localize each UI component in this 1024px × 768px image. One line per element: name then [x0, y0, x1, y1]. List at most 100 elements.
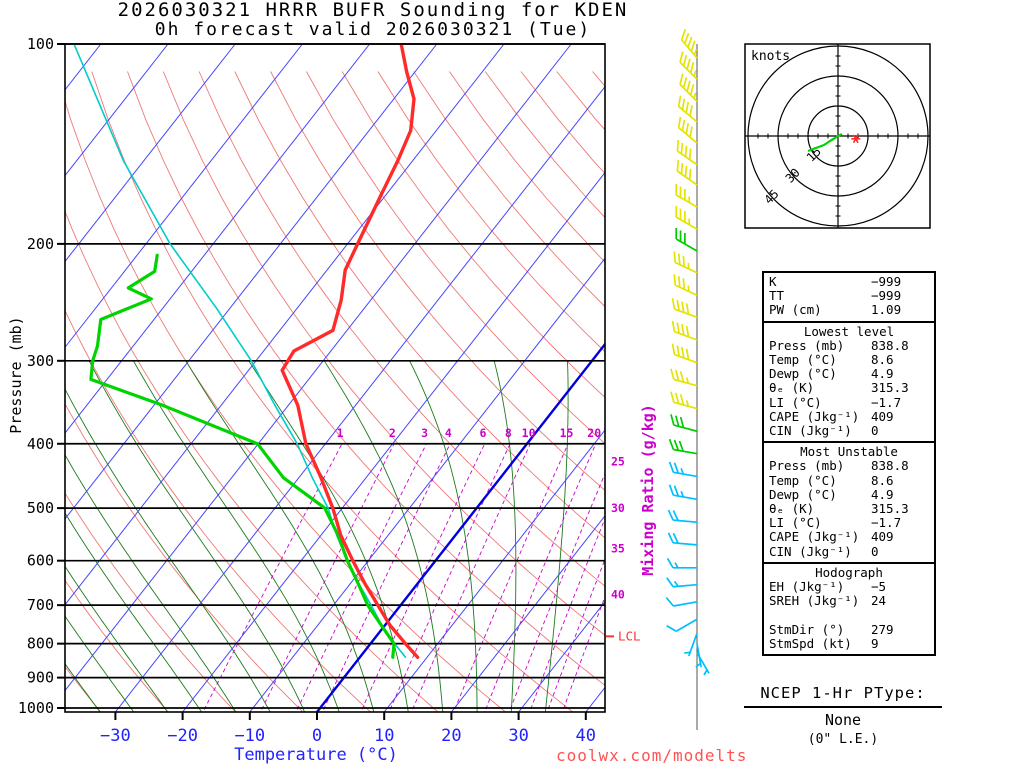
wind-barb [666, 557, 697, 569]
mixing-ratio-axis-label: Mixing Ratio (g/kg) [639, 404, 657, 576]
pressure-tick-label: 300 [27, 352, 54, 370]
wind-barb [673, 274, 698, 297]
dry-adiabats [65, 71, 605, 712]
wind-barb [670, 368, 698, 387]
stat-value: −1.7 [871, 515, 902, 531]
wind-barb [679, 51, 698, 80]
wind-barb [684, 633, 698, 657]
pressure-tick-label: 900 [27, 669, 54, 687]
wind-barb [675, 184, 698, 208]
stat-label: CIN (Jkg⁻¹) [769, 423, 852, 439]
mixing-ratio-lines [202, 443, 605, 712]
stat-row: StmSpd (kt) 9 [764, 635, 934, 651]
pressure-tick-label: 500 [27, 499, 54, 517]
wind-barb [668, 438, 698, 455]
wind-barb [666, 577, 698, 588]
dewpoint-curve [89, 253, 396, 659]
ptype-title: NCEP 1-Hr PType: [744, 684, 942, 708]
wind-barb [671, 343, 698, 364]
storm-motion-marker [851, 134, 861, 144]
stat-label [769, 608, 871, 622]
stat-value [871, 608, 929, 622]
ptype-note: (0" L.E.) [807, 732, 879, 747]
pressure-tick-label: 800 [27, 635, 54, 653]
wind-barb [676, 139, 698, 166]
temperature-tick-label: −10 [234, 726, 265, 746]
stat-value: 8.6 [871, 352, 894, 368]
stat-value: −999 [871, 288, 902, 304]
mixing-ratio-value-label: 8 [505, 426, 512, 440]
stat-row: CIN (Jkg⁻¹) 0 [764, 543, 934, 559]
mixing-ratio-value-label: 2 [389, 426, 396, 440]
stat-row: Press (mb) 838.8 [764, 459, 934, 473]
stat-label: PW (cm) [769, 302, 822, 318]
stats-section: Most Unstable Press (mb) 838.8 Temp (°C) 8.6… [764, 441, 934, 559]
stat-value: 838.8 [871, 458, 909, 474]
stat-row: θₑ (K) 315.3 [764, 501, 934, 517]
wind-barb [673, 251, 698, 274]
stat-row: LI (°C) −1.7 [764, 394, 934, 410]
title-line1: 2026030321 HRRR BUFR Sounding for KDEN [117, 0, 629, 21]
credit-text: coolwx.com/modelts [556, 746, 748, 765]
skewt-background [65, 44, 605, 712]
profiles [73, 44, 420, 659]
stat-label: StmSpd (kt) [769, 635, 852, 651]
stat-value: −999 [871, 274, 902, 289]
stat-label: Dewp (°C) [769, 486, 837, 502]
stat-value: −1.7 [871, 394, 902, 410]
hodograph-units-label: knots [751, 49, 790, 64]
stat-row: CAPE (Jkg⁻¹) 409 [764, 530, 934, 544]
stat-row: CAPE (Jkg⁻¹) 409 [764, 408, 934, 424]
hodograph-trace [807, 133, 843, 153]
wind-barb [677, 95, 698, 123]
wind-barb [667, 509, 698, 524]
pressure-tick-label: 400 [27, 435, 54, 453]
temperature-curve [280, 44, 420, 659]
stat-label: CIN (Jkg⁻¹) [769, 543, 852, 559]
stat-row: CIN (Jkg⁻¹) 0 [764, 423, 934, 439]
stat-label: LI (°C) [769, 515, 822, 531]
wind-barb [671, 298, 698, 319]
pressure-tick-label: 700 [27, 596, 54, 614]
mixing-ratio-value-label: 35 [611, 541, 625, 555]
moist-adiabats [65, 360, 569, 712]
isotherms [65, 44, 605, 712]
pressure-tick-label: 1000 [18, 699, 54, 717]
wind-barb [667, 532, 698, 546]
mixing-ratio-value-label: 4 [445, 426, 452, 440]
stat-value: −5 [871, 579, 887, 595]
stat-row: EH (Jkg⁻¹) −5 [764, 579, 934, 595]
title-line2: 0h forecast valid 2026030321 (Tue) [154, 18, 592, 40]
stat-value: 315.3 [871, 501, 909, 517]
stat-label: CAPE (Jkg⁻¹) [769, 529, 860, 545]
wind-barb [666, 618, 698, 632]
ptype-value: None [824, 711, 862, 729]
temperature-tick-label: 10 [374, 726, 394, 746]
mixing-ratio-value-label: 3 [421, 426, 428, 440]
stat-row: LI (°C) −1.7 [764, 516, 934, 530]
stats-panel: K −999 TT −999 PW (cm) 1.09 Lowest level Press … [762, 271, 936, 657]
stat-label: LI (°C) [769, 394, 822, 410]
stat-row: Dewp (°C) 4.9 [764, 367, 934, 381]
pressure-axis-label: Pressure (mb) [7, 316, 25, 434]
wind-barb [675, 206, 698, 230]
stat-row: SREH (Jkg⁻¹) 24 [764, 594, 934, 608]
stat-value: 0 [871, 423, 879, 439]
chart-title: 2026030321 HRRR BUFR Sounding for KDEN 0… [60, 0, 686, 40]
wetbulb-parcel-curve [73, 44, 407, 659]
mixing-ratio-value-label: 30 [611, 501, 625, 515]
stat-value: 4.9 [871, 486, 894, 502]
stat-value: 409 [871, 408, 894, 424]
stat-value: 279 [871, 621, 894, 637]
wind-barb [676, 160, 698, 186]
lcl-label: LCL [618, 628, 641, 643]
mixing-ratio-value-label: 10 [522, 426, 536, 440]
temperature-axis-label: Temperature (°C) [234, 745, 398, 765]
stat-value: 315.3 [871, 380, 909, 396]
wind-barb [677, 116, 698, 144]
mixing-ratio-value-label: 15 [560, 426, 574, 440]
stat-label: θₑ (K) [769, 501, 815, 517]
